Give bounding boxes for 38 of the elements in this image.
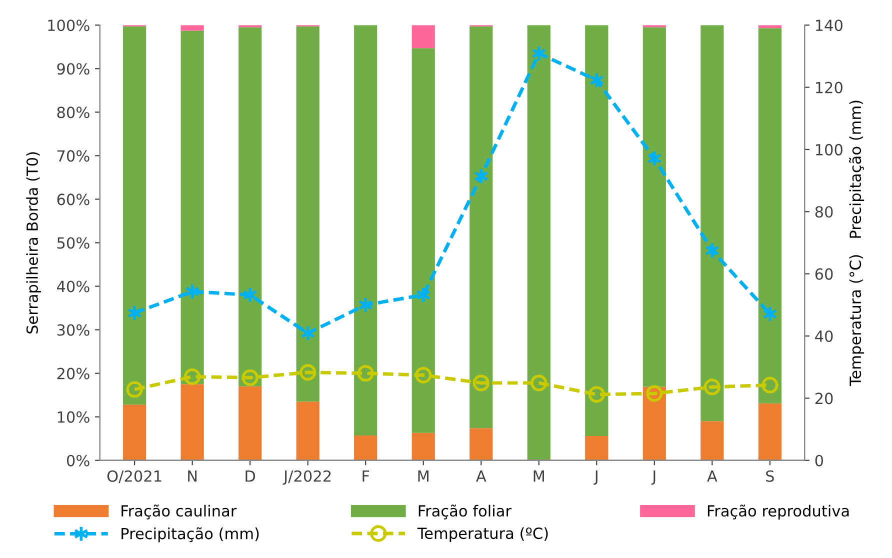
y2-axis-title: Temperatura (°C) Precipitação (mm) bbox=[849, 100, 864, 386]
y2-tick-label: 100 bbox=[816, 144, 842, 156]
y-tick-label: 70% bbox=[57, 150, 90, 162]
legend-label: Fração foliar bbox=[418, 504, 512, 520]
x-tick-label: J bbox=[594, 470, 598, 485]
x-tick-label: O/2021 bbox=[107, 470, 162, 484]
x-tick-label: J bbox=[651, 470, 656, 485]
y2-tick-label: 120 bbox=[816, 82, 842, 94]
legend-label: Fração reprodutiva bbox=[708, 504, 849, 520]
x-tick-label: D bbox=[246, 470, 256, 482]
y-tick-label: 40% bbox=[56, 280, 90, 292]
y-tick-label: 10% bbox=[58, 411, 90, 423]
y-tick-label: 0% bbox=[66, 454, 90, 466]
y2-tick-label: 0 bbox=[815, 454, 824, 466]
y-tick-label: 80% bbox=[57, 106, 90, 118]
y2-tick-label: 60 bbox=[815, 268, 833, 280]
y2-tick-label: 20 bbox=[815, 392, 833, 404]
y-axis-title: Serrapilheira Borda (T0) bbox=[26, 152, 41, 334]
x-tick-label: J/2022 bbox=[282, 470, 331, 485]
y-tick-label: 90% bbox=[57, 63, 90, 75]
x-tick-label: A bbox=[707, 470, 718, 482]
y-tick-label: 100% bbox=[48, 20, 90, 32]
x-tick-label: N bbox=[188, 470, 197, 482]
x-tick-label: S bbox=[766, 470, 774, 482]
y-tick-label: 50% bbox=[57, 237, 90, 249]
x-tick-label: M bbox=[418, 470, 428, 482]
y2-tick-label: 140 bbox=[816, 20, 842, 32]
y2-tick-label: 40 bbox=[815, 330, 833, 342]
legend-label: Temperatura (ºC) bbox=[417, 527, 548, 542]
x-tick-label: M bbox=[534, 470, 544, 482]
y-tick-label: 30% bbox=[57, 324, 90, 336]
x-tick-label: A bbox=[476, 470, 486, 482]
y-tick-label: 20% bbox=[57, 368, 90, 380]
x-tick-label: F bbox=[362, 470, 370, 482]
legend-label: Precipitação (mm) bbox=[122, 527, 259, 542]
y2-tick-label: 80 bbox=[815, 206, 833, 218]
legend-label: Fração caulinar bbox=[122, 504, 237, 520]
y-tick-label: 60% bbox=[57, 194, 90, 206]
